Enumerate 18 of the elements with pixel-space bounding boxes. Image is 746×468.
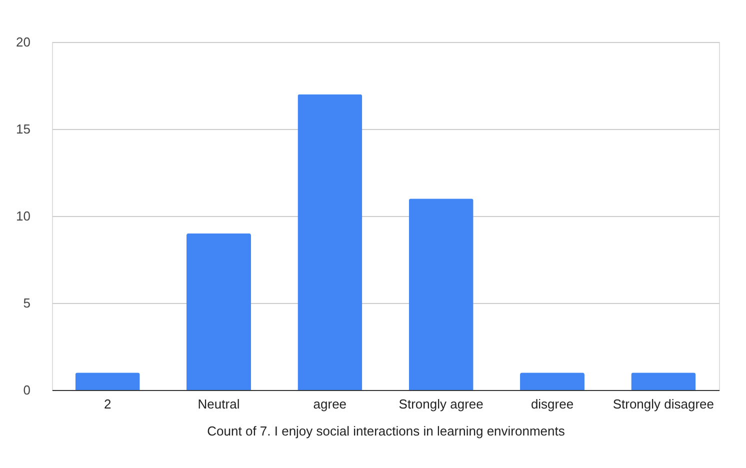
- x-tick-label: Neutral: [198, 396, 240, 412]
- x-tick-label: disgree: [530, 396, 574, 412]
- bar: [408, 198, 474, 390]
- bar: [520, 372, 584, 390]
- y-tick-label: 15: [16, 122, 30, 136]
- bar: [298, 94, 362, 390]
- bar: [631, 372, 696, 390]
- y-tick-label: 5: [23, 296, 30, 310]
- x-tick-label: 2: [104, 396, 112, 412]
- y-tick-label: 10: [16, 208, 30, 224]
- x-tick-label: agree: [313, 396, 347, 412]
- y-tick-label: 0: [23, 382, 30, 398]
- x-tick-label: Strongly agree: [398, 396, 484, 412]
- bar: [186, 233, 251, 390]
- x-axis-title: Count of 7. I enjoy social interactions in learning environments: [207, 424, 566, 438]
- x-tick-label: Strongly disagree: [612, 396, 714, 412]
- y-tick-label: 20: [16, 34, 30, 50]
- bar: [75, 372, 140, 390]
